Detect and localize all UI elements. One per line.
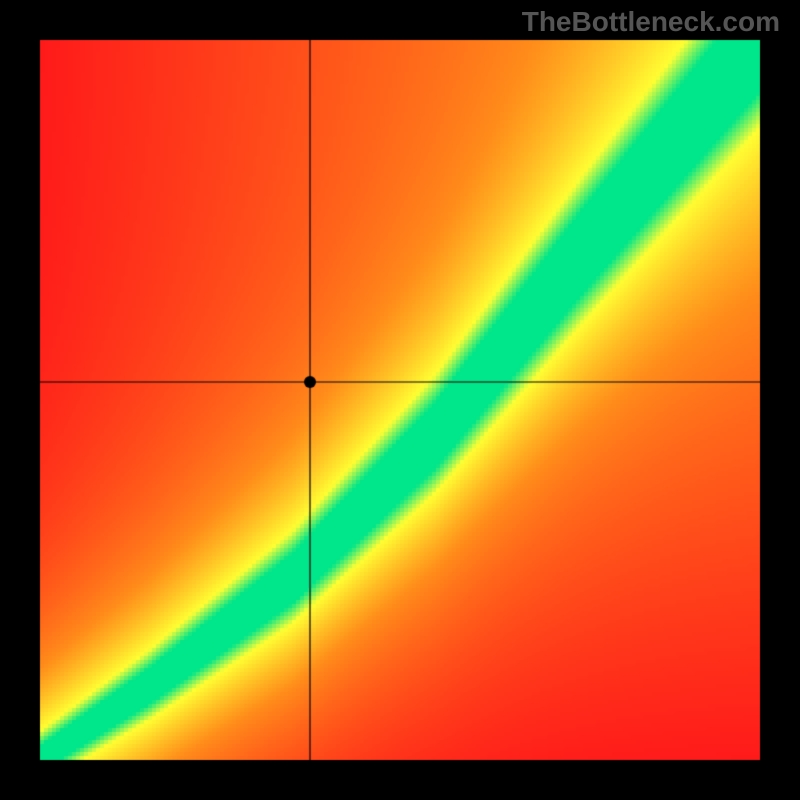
bottleneck-heatmap xyxy=(0,0,800,800)
watermark-text: TheBottleneck.com xyxy=(522,6,780,38)
chart-container: TheBottleneck.com xyxy=(0,0,800,800)
